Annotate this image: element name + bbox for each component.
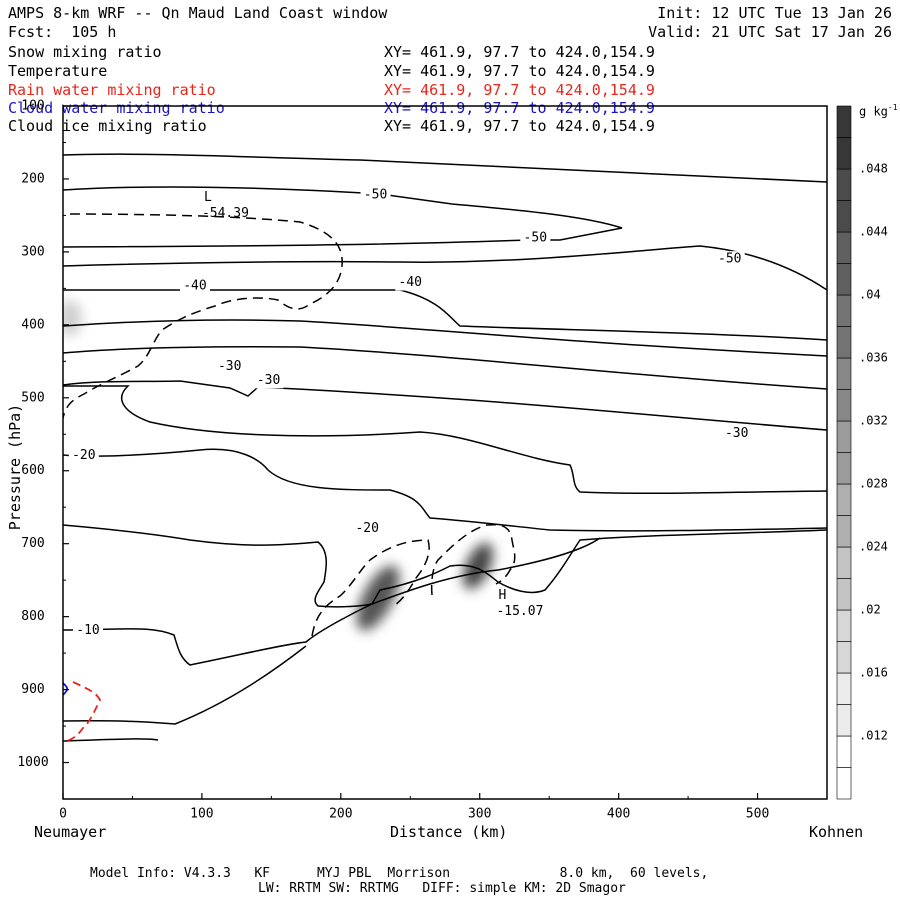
colorbar-cell xyxy=(837,453,851,485)
colorbar-cell xyxy=(837,610,851,642)
colorbar-cell xyxy=(837,673,851,705)
colorbar-cell xyxy=(837,642,851,674)
colorbar-cell xyxy=(837,169,851,201)
y-tick-label: 1000 xyxy=(17,755,48,770)
isotherm xyxy=(63,381,827,430)
isotherm xyxy=(63,386,827,493)
snow-blob-left-edge xyxy=(58,300,82,336)
y-tick-label: 200 xyxy=(21,171,44,186)
colorbar-cell xyxy=(837,768,851,800)
x-axis-title: Distance (km) xyxy=(390,823,507,841)
x-tick-label: 300 xyxy=(468,807,491,822)
x-axis-right-endpoint: Kohnen xyxy=(809,823,863,841)
contour-label: -30 xyxy=(257,373,280,388)
y-tick-label: 700 xyxy=(21,536,44,551)
rain-water-contour xyxy=(63,682,100,742)
x-tick-label: 500 xyxy=(746,807,769,822)
colorbar-label: .04 xyxy=(859,288,881,302)
contour-label: -40 xyxy=(399,275,422,290)
extremum-value: -15.07 xyxy=(496,604,543,619)
y-tick-label: 400 xyxy=(21,317,44,332)
contour-label: -30 xyxy=(725,426,748,441)
rain-cloud-contours xyxy=(63,682,100,742)
y-tick-label: 300 xyxy=(21,244,44,259)
colorbar-cell xyxy=(837,138,851,170)
x-tick-label: 0 xyxy=(59,807,67,822)
x-tick-label: 200 xyxy=(329,807,352,822)
colorbar-cell xyxy=(837,736,851,768)
colorbar-cell xyxy=(837,516,851,548)
colorbar-label: .02 xyxy=(859,603,881,617)
contour-label: -20 xyxy=(72,448,95,463)
y-tick-label: 100 xyxy=(21,99,44,114)
isotherm xyxy=(63,449,827,531)
colorbar-label: .048 xyxy=(859,162,888,176)
x-tick-label: 100 xyxy=(190,807,213,822)
isotherm xyxy=(63,525,827,607)
colorbar-cell xyxy=(837,327,851,359)
colorbar-cell xyxy=(837,295,851,327)
colorbar-unit: g kg-1 xyxy=(859,103,898,119)
colorbar-cell xyxy=(837,579,851,611)
contour-label: -40 xyxy=(183,279,206,294)
y-tick-label: 600 xyxy=(21,463,44,478)
snow-blob-220km xyxy=(348,559,408,637)
isotherm xyxy=(63,347,827,389)
y-tick-label: 800 xyxy=(21,609,44,624)
colorbar-cell xyxy=(837,201,851,233)
colorbar-label: .012 xyxy=(859,729,888,743)
colorbar-cell xyxy=(837,705,851,737)
contour-label: -10 xyxy=(76,623,99,638)
isotherm xyxy=(63,246,827,290)
colorbar-cell xyxy=(837,264,851,296)
contour-label: -50 xyxy=(718,252,741,267)
colorbar-cell xyxy=(837,421,851,453)
colorbar-label: .016 xyxy=(859,666,888,680)
colorbar-label: .044 xyxy=(859,225,888,239)
contour-labels: -50 -50 -50 -40 -40 -30 -30 -30 -20 -20 -10 L-54.39… xyxy=(69,187,752,638)
colorbar-cell xyxy=(837,547,851,579)
colorbar-cell xyxy=(837,484,851,516)
isotherm xyxy=(63,739,158,741)
mixing-ratio-contours xyxy=(63,214,515,636)
x-axis-left-endpoint: Neumayer xyxy=(34,823,106,841)
colorbar-cell xyxy=(837,390,851,422)
y-axis-title: Pressure (hPa) xyxy=(6,402,24,532)
cross-section-plot: -50-50-50-40 -40-30-30-30-20-20-10L-54.39… xyxy=(0,0,900,900)
x-tick-label: 400 xyxy=(607,807,630,822)
colorbar: .012 .016 .02 .024 .028 .032 .036 .04 .044 .048 g … xyxy=(837,103,898,800)
extremum-marker: L xyxy=(204,190,212,205)
colorbar-cell xyxy=(837,358,851,390)
model-info-line2: LW: RRTM SW: RRTMG DIFF: simple KM: 2D S… xyxy=(258,881,626,896)
contour-label: -20 xyxy=(355,521,378,536)
colorbar-label: .036 xyxy=(859,351,888,365)
y-tick-label: 900 xyxy=(21,682,44,697)
model-info-line1: Model Info: V4.3.3 KF MYJ PBL Morrison 8… xyxy=(90,866,708,881)
contour-label: -30 xyxy=(218,359,241,374)
isotherm xyxy=(63,320,827,356)
extremum-marker: H xyxy=(498,588,506,603)
snow-shading xyxy=(58,300,499,637)
colorbar-cell xyxy=(837,232,851,264)
temperature-contours xyxy=(63,154,827,741)
colorbar-label: .028 xyxy=(859,477,888,491)
isotherm xyxy=(63,290,827,340)
contour-label: -50 xyxy=(524,231,547,246)
colorbar-cell xyxy=(837,106,851,138)
colorbar-unit-exponent: -1 xyxy=(888,103,898,112)
contour-label: -50 xyxy=(364,187,387,202)
colorbar-label: .032 xyxy=(859,414,888,428)
colorbar-label: .024 xyxy=(859,540,888,554)
isotherm xyxy=(63,154,827,182)
y-tick-label: 500 xyxy=(21,390,44,405)
extremum-value: -54.39 xyxy=(202,206,249,221)
isotherm xyxy=(63,646,306,724)
